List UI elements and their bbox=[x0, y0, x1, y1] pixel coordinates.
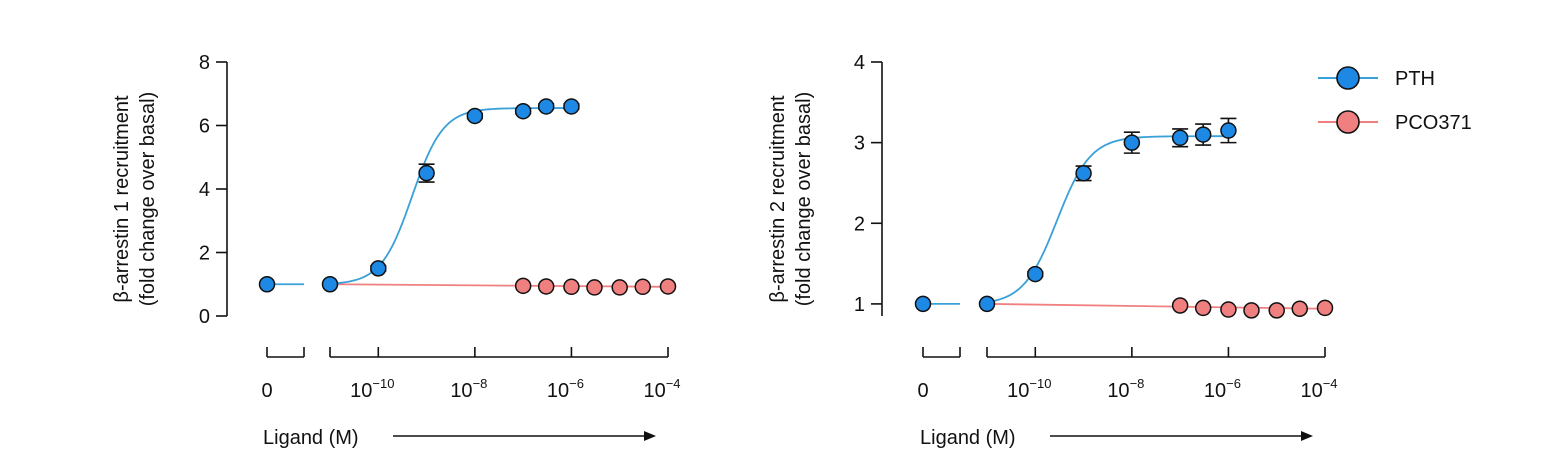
data-point-pco371 bbox=[1171, 297, 1189, 314]
data-point-pco371 bbox=[1268, 302, 1285, 319]
x-tick-label: 10−6 bbox=[1204, 376, 1241, 402]
x-tick-base: 10 bbox=[1204, 380, 1226, 402]
x-tick-label: 10−4 bbox=[1300, 376, 1337, 402]
panel-beta-arrestin-1: 0 2 4 6 8 β-arrestin 1 recruitment (fold chang… bbox=[111, 52, 681, 449]
y-axis-label: β-arrestin 2 recruitment bbox=[767, 95, 789, 303]
x-tick-exponent: −4 bbox=[666, 376, 681, 391]
data-point-pth bbox=[321, 276, 339, 293]
x-axis-label: Ligand (M) bbox=[263, 427, 359, 449]
data-point-pth bbox=[1075, 165, 1092, 182]
x-tick-label-zero: 0 bbox=[917, 380, 928, 402]
x-tick-base: 10 bbox=[1007, 380, 1029, 402]
x-tick-base: 10 bbox=[1300, 380, 1322, 402]
x-tick-exponent: −10 bbox=[1029, 376, 1051, 391]
x-tick-label: 10−8 bbox=[450, 376, 487, 402]
x-tick-exponent: −6 bbox=[569, 376, 584, 391]
y-tick-label: 6 bbox=[199, 116, 210, 138]
data-point-pth bbox=[370, 260, 387, 277]
legend-item-pco371: PCO371 bbox=[1318, 110, 1472, 134]
x-tick-label: 10−6 bbox=[547, 376, 584, 402]
x-tick-exponent: −6 bbox=[1226, 376, 1241, 391]
data-point-pco371 bbox=[1291, 300, 1309, 317]
data-point-pth bbox=[1171, 129, 1189, 147]
y-tick-label: 2 bbox=[199, 243, 210, 265]
x-tick-exponent: −8 bbox=[473, 376, 488, 391]
y-axis-label: (fold change over basal) bbox=[793, 92, 815, 307]
x-tick-base: 10 bbox=[350, 380, 372, 402]
x-tick-label: 10−4 bbox=[643, 376, 680, 402]
data-point-pco371 bbox=[537, 278, 555, 295]
x-tick-exponent: −4 bbox=[1323, 376, 1338, 391]
legend-marker-pco371 bbox=[1336, 110, 1360, 134]
data-point-pth bbox=[418, 164, 435, 182]
data-point-pco371 bbox=[1220, 301, 1237, 318]
series-line-pth bbox=[329, 107, 572, 285]
x-tick-label-zero: 0 bbox=[261, 380, 272, 402]
data-point-pco371 bbox=[1316, 299, 1334, 317]
series-line-pco371 bbox=[986, 303, 1326, 310]
legend-item-pth: PTH bbox=[1318, 66, 1435, 90]
x-tick-exponent: −10 bbox=[372, 376, 394, 391]
x-tick-label: 10−10 bbox=[350, 376, 394, 402]
data-point-pth bbox=[1220, 122, 1237, 139]
data-point-pth-zero bbox=[258, 276, 276, 293]
x-tick-label: 10−8 bbox=[1107, 376, 1144, 402]
panel-beta-arrestin-2: 1 2 3 4 β-arrestin 2 recruitment (fold change… bbox=[767, 52, 1338, 449]
y-tick-label: 2 bbox=[854, 213, 865, 235]
data-point-pth-zero bbox=[914, 295, 932, 313]
y-tick-label: 4 bbox=[854, 52, 865, 74]
x-tick-label: 10−10 bbox=[1007, 376, 1051, 402]
data-point-pth bbox=[466, 107, 484, 125]
data-point-pth bbox=[1123, 134, 1141, 151]
x-tick-exponent: −8 bbox=[1130, 376, 1145, 391]
data-point-pco371 bbox=[634, 278, 652, 296]
data-point-pth bbox=[514, 102, 532, 120]
data-point-pth bbox=[563, 98, 580, 115]
x-tick-base: 10 bbox=[1107, 380, 1129, 402]
x-tick-base: 10 bbox=[450, 380, 472, 402]
data-point-pth bbox=[978, 295, 996, 313]
y-tick-label: 3 bbox=[854, 133, 865, 155]
x-tick-base: 10 bbox=[643, 380, 665, 402]
legend-label-pth: PTH bbox=[1395, 68, 1435, 90]
data-point-pco371 bbox=[1194, 299, 1212, 317]
x-axis-label: Ligand (M) bbox=[920, 427, 1016, 449]
x-tick-base: 10 bbox=[547, 380, 569, 402]
y-tick-label: 0 bbox=[199, 306, 210, 328]
data-point-pco371 bbox=[514, 277, 532, 295]
data-point-pth bbox=[537, 98, 555, 115]
data-point-pth bbox=[1027, 265, 1044, 283]
legend: PTH PCO371 bbox=[1318, 66, 1472, 134]
data-point-pco371 bbox=[586, 279, 603, 296]
data-point-pco371 bbox=[611, 279, 628, 296]
x-axis-arrow-head bbox=[1301, 431, 1313, 441]
legend-label-pco371: PCO371 bbox=[1395, 112, 1472, 134]
y-axis-label: (fold change over basal) bbox=[137, 92, 159, 307]
data-point-pth bbox=[1194, 126, 1212, 143]
y-tick-label: 4 bbox=[199, 179, 210, 201]
x-axis-arrow-head bbox=[644, 431, 656, 441]
series-line-pth bbox=[986, 135, 1229, 304]
y-tick-label: 8 bbox=[199, 52, 210, 74]
data-point-pco371 bbox=[563, 278, 580, 296]
y-tick-label: 1 bbox=[854, 294, 865, 316]
data-point-pco371 bbox=[1243, 302, 1260, 319]
data-point-pco371 bbox=[659, 278, 677, 295]
y-axis-label: β-arrestin 1 recruitment bbox=[111, 95, 133, 303]
legend-marker-pth bbox=[1336, 66, 1360, 90]
